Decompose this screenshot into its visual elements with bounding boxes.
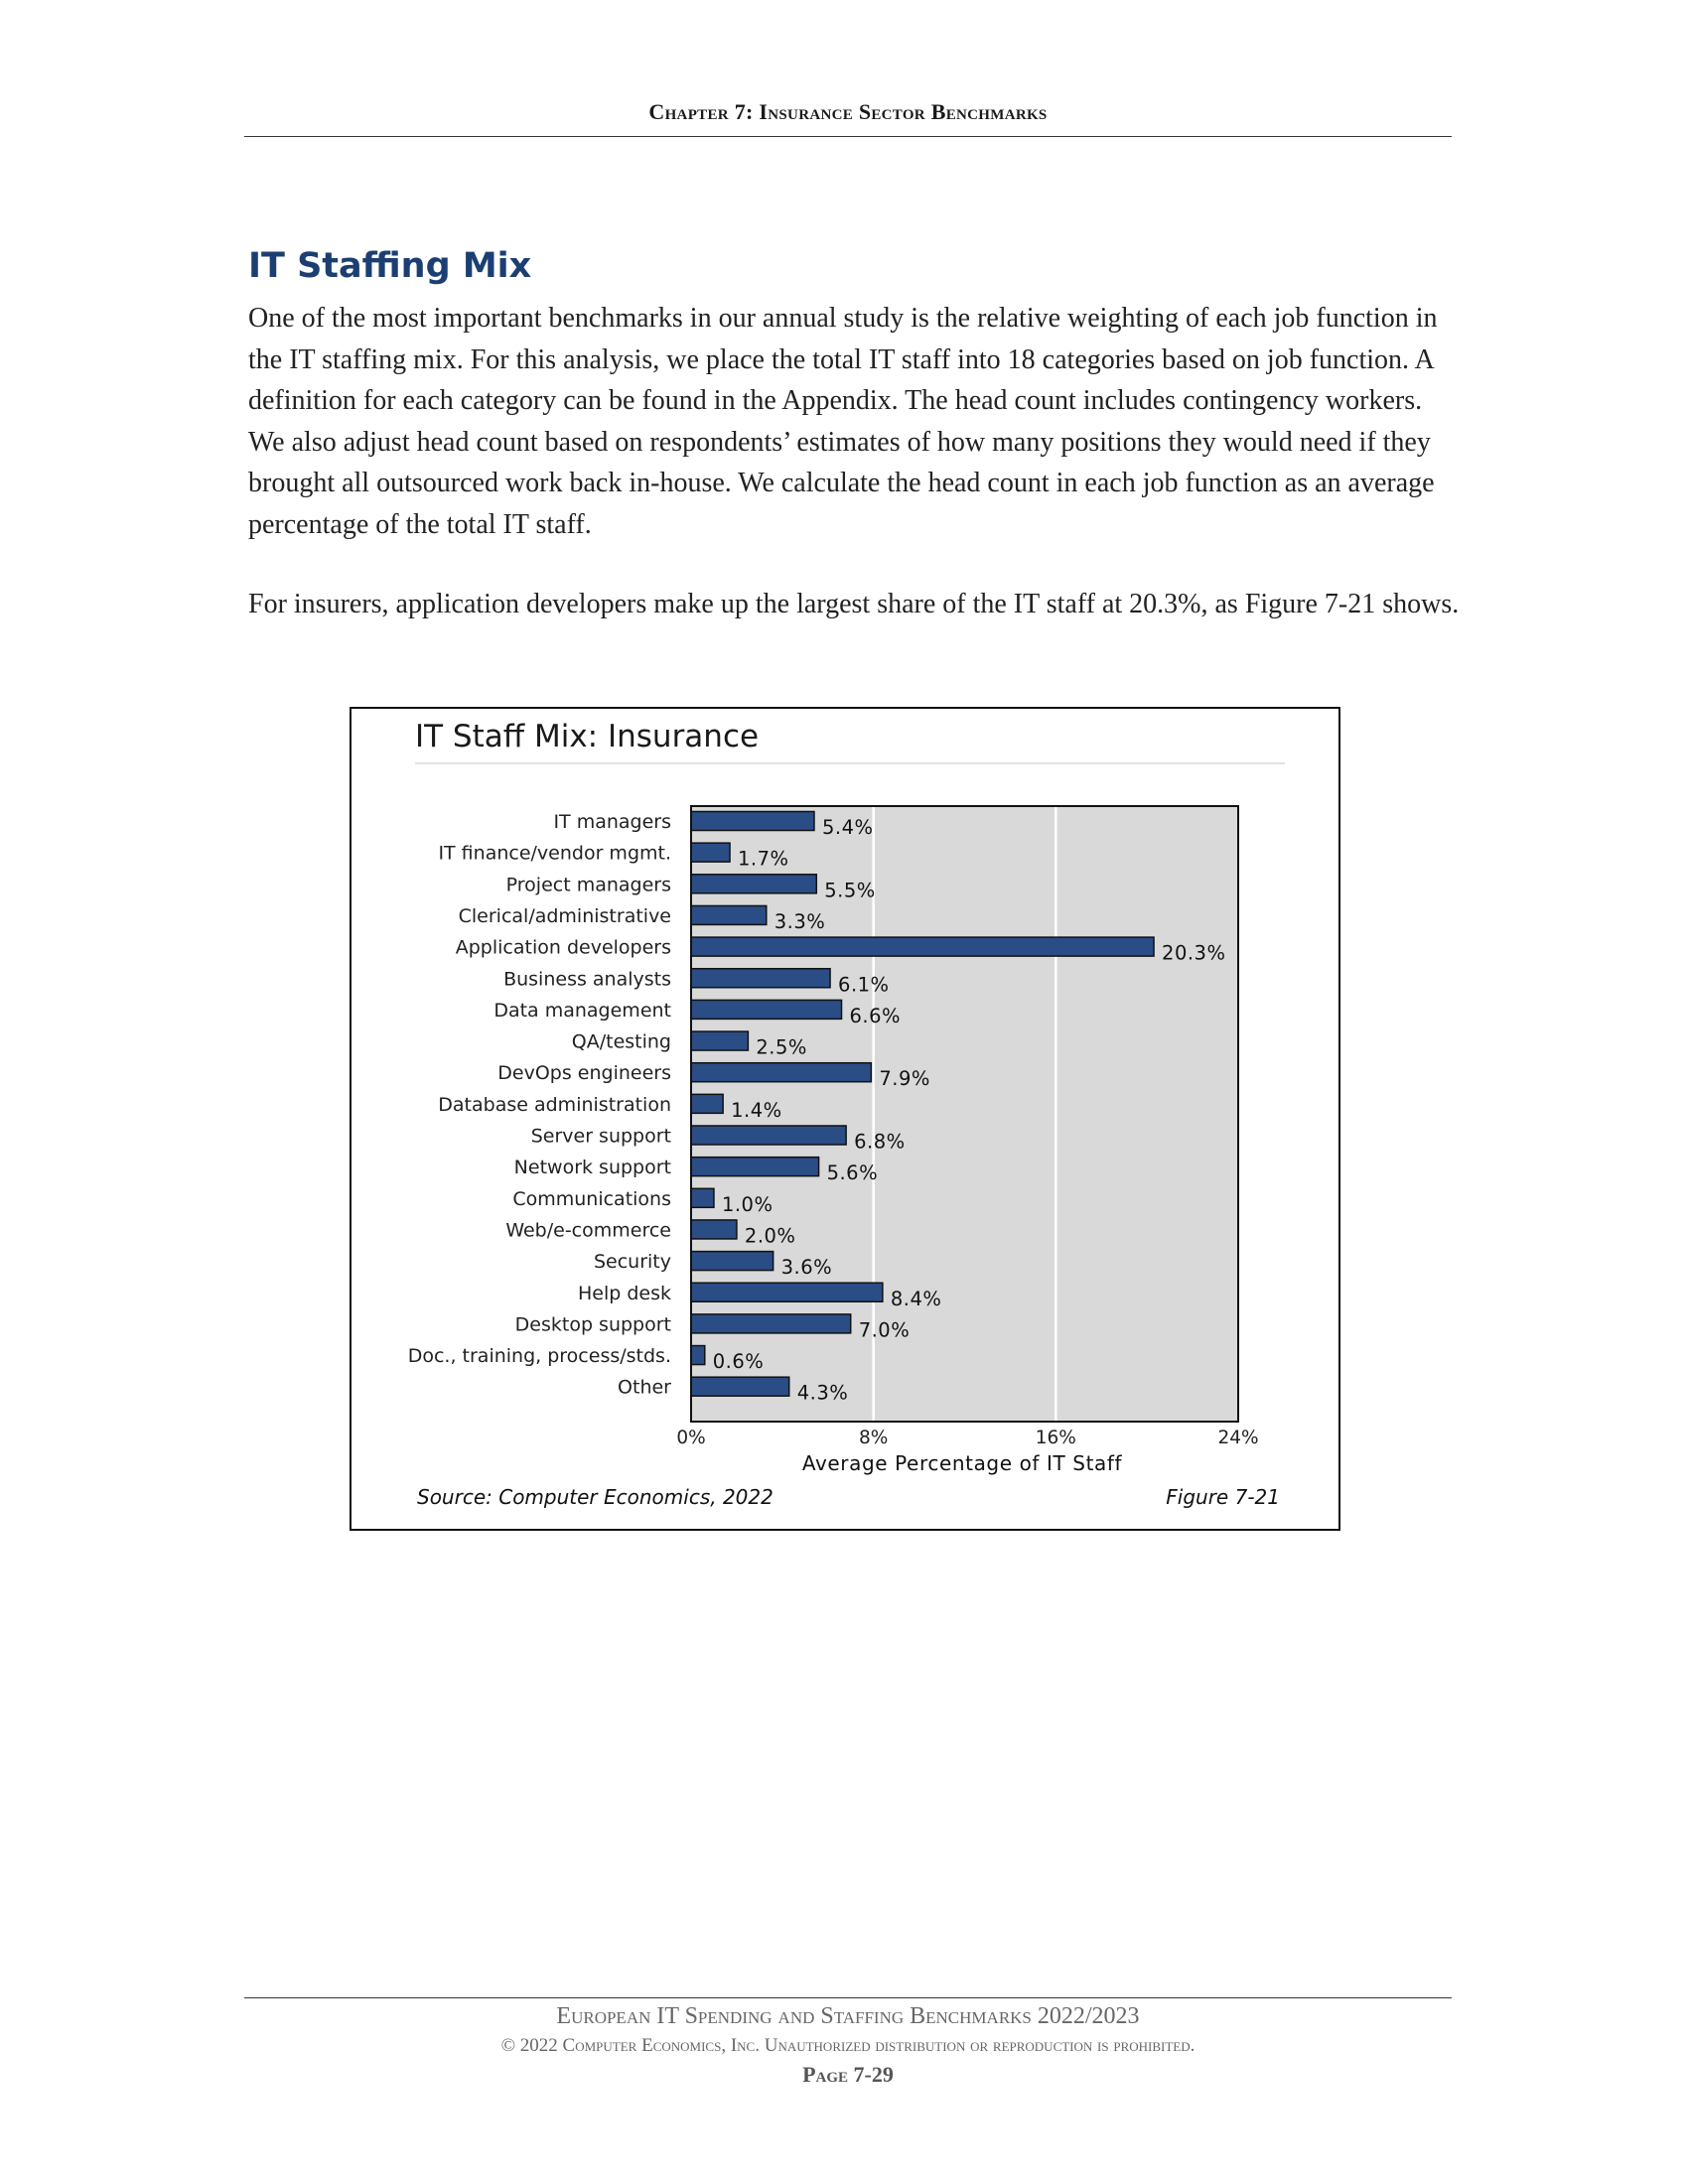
category-label: Other	[618, 1377, 671, 1399]
category-label: Desktop support	[515, 1313, 671, 1335]
value-label: 8.4%	[891, 1288, 942, 1310]
bar	[690, 1125, 847, 1146]
footer-divider	[244, 1997, 1452, 1998]
category-label: IT finance/vendor mgmt.	[438, 843, 671, 865]
x-axis-title: Average Percentage of IT Staff	[802, 1451, 1123, 1475]
section-title: IT Staffing Mix	[248, 246, 532, 286]
x-tick-label: 0%	[676, 1428, 705, 1448]
category-label: Clerical/administrative	[459, 905, 671, 927]
value-label: 6.8%	[854, 1131, 906, 1154]
category-label: Database administration	[438, 1094, 671, 1116]
value-label: 20.3%	[1162, 942, 1225, 965]
value-label: 1.4%	[731, 1099, 782, 1122]
value-label: 2.5%	[756, 1036, 807, 1059]
bar	[690, 1156, 820, 1177]
x-tick-label: 24%	[1217, 1428, 1258, 1448]
figure-label: Figure 7-21	[1166, 1485, 1280, 1509]
category-label: Project managers	[506, 874, 671, 895]
footer-page-number: Page 7-29	[802, 2062, 894, 2087]
plot-border	[690, 805, 1239, 1423]
chart-source: Source: Computer Economics, 2022	[417, 1485, 774, 1509]
bar	[690, 810, 815, 832]
value-label: 0.6%	[713, 1350, 765, 1373]
category-label: Data management	[493, 1000, 671, 1022]
header-divider	[244, 136, 1452, 137]
bar	[690, 1187, 715, 1209]
value-label: 3.3%	[774, 910, 826, 933]
bar	[690, 1219, 738, 1240]
chart-title: IT Staff Mix: Insurance	[415, 719, 759, 754]
x-tick-labels: 0% 8% 16% 24%	[676, 1428, 1258, 1448]
intro-paragraph: One of the most important benchmarks in …	[248, 303, 1438, 540]
bar	[690, 999, 843, 1021]
category-label: IT managers	[553, 811, 671, 833]
bar	[690, 874, 818, 894]
category-labels: IT managers IT finance/vendor mgmt. Projec…	[408, 811, 671, 1399]
figure-7-21-chart: IT Staff Mix: Insurance IT managers IT fi…	[350, 707, 1340, 1531]
category-label: Security	[594, 1251, 671, 1273]
value-label: 4.3%	[797, 1382, 849, 1405]
bar	[690, 1376, 790, 1397]
value-label: 3.6%	[781, 1256, 833, 1279]
value-label: 5.6%	[827, 1161, 879, 1184]
bar	[690, 1030, 750, 1051]
footer-report-title: European IT Spending and Staffing Benchm…	[556, 2003, 1140, 2029]
bar	[690, 1250, 774, 1272]
value-label: 7.9%	[879, 1067, 930, 1090]
chart-canvas: IT Staff Mix: Insurance IT managers IT fi…	[408, 719, 1285, 1509]
category-label: Server support	[531, 1126, 671, 1148]
category-label: Network support	[514, 1157, 671, 1178]
value-labels: 5.4% 1.7% 5.5% 3.3% 20.3% 6.1% 6.6% 2.5% 7.9% 1.4…	[713, 816, 1225, 1405]
category-label: Help desk	[578, 1283, 671, 1304]
value-label: 2.0%	[745, 1224, 796, 1247]
category-label: DevOps engineers	[497, 1062, 671, 1084]
bar	[690, 842, 731, 863]
bar	[690, 936, 1155, 957]
bar	[690, 1093, 724, 1115]
bar	[690, 968, 831, 989]
bar	[690, 1282, 884, 1302]
bar	[690, 904, 768, 926]
value-label: 1.0%	[722, 1193, 774, 1216]
footer-copyright: © 2022 Computer Economics, Inc. Unauthor…	[500, 2035, 1196, 2056]
x-tick-label: 16%	[1036, 1428, 1076, 1448]
category-label: Doc., training, process/stds.	[408, 1345, 671, 1367]
value-label: 7.0%	[859, 1318, 911, 1341]
category-label: Application developers	[456, 937, 671, 959]
bar	[690, 1344, 706, 1366]
category-label: Web/e-commerce	[505, 1219, 671, 1241]
value-label: 6.1%	[838, 973, 890, 996]
category-label: QA/testing	[572, 1031, 671, 1053]
summary-paragraph: For insurers, application developers mak…	[248, 589, 1460, 619]
value-label: 5.4%	[822, 816, 874, 839]
bar	[690, 1313, 852, 1334]
value-label: 5.5%	[824, 879, 876, 901]
category-label: Communications	[512, 1188, 671, 1210]
category-label: Business analysts	[503, 968, 671, 990]
gridlines	[872, 806, 1057, 1422]
bar	[690, 1061, 873, 1083]
value-label: 1.7%	[738, 848, 789, 871]
chapter-header: Chapter 7: Insurance Sector Benchmarks	[648, 99, 1048, 124]
value-label: 6.6%	[850, 1005, 902, 1027]
x-tick-label: 8%	[859, 1428, 888, 1448]
